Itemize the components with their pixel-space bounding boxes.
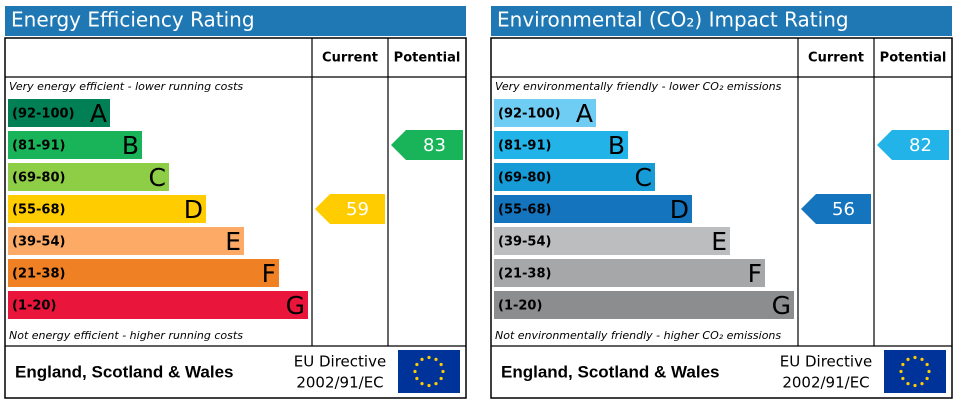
- rating-value: 56: [832, 199, 855, 220]
- band-bar: [8, 195, 206, 223]
- band-bar: [494, 259, 765, 287]
- band-bar: [494, 99, 596, 127]
- band-letter: A: [90, 99, 107, 128]
- eu-star: [434, 382, 438, 386]
- band-letter: C: [635, 163, 652, 192]
- eu-star: [901, 362, 905, 367]
- eu-star: [415, 376, 419, 381]
- rating-arrow: [315, 194, 385, 224]
- band-range: (81-91): [498, 139, 551, 154]
- eu-star: [413, 369, 417, 374]
- header: Current: [808, 51, 864, 66]
- frame: [490, 37, 953, 399]
- band-letter: D: [670, 195, 689, 224]
- eu-star: [439, 362, 443, 367]
- eu-star: [920, 357, 924, 361]
- band-bar: [8, 99, 110, 127]
- rating-arrow: [877, 130, 949, 160]
- band-range: (1-20): [12, 299, 56, 314]
- rating-arrow: [391, 130, 463, 160]
- band-range: (81-91): [12, 139, 65, 154]
- bottom-note: Not environmentally friendly - higher CO…: [495, 329, 781, 342]
- eu-star: [913, 383, 917, 388]
- band-bar: [8, 291, 308, 319]
- eu-star: [434, 357, 438, 361]
- band-letter: E: [225, 227, 241, 256]
- band-letter: E: [711, 227, 727, 256]
- header: Potential: [394, 51, 461, 66]
- band-range: (55-68): [12, 203, 65, 218]
- band-letter: G: [286, 291, 305, 320]
- eu-star: [925, 376, 929, 381]
- band-letter: F: [748, 259, 762, 288]
- directive-code: 2002/91/EC: [296, 374, 383, 392]
- eu-star: [420, 382, 424, 386]
- band-bar: [8, 163, 169, 191]
- eu-star: [927, 369, 931, 374]
- band-letter: F: [262, 259, 276, 288]
- region: England, Scotland & Wales: [501, 362, 720, 381]
- eu-star: [906, 382, 910, 386]
- directive: EU Directive: [294, 353, 386, 371]
- title-bar: [491, 6, 952, 36]
- header: Current: [322, 51, 378, 66]
- title-bar: [5, 6, 466, 36]
- eu-star: [439, 376, 443, 381]
- band-bar: [494, 131, 628, 159]
- band-letter: C: [149, 163, 166, 192]
- eu-star: [420, 357, 424, 361]
- band-range: (39-54): [12, 235, 65, 250]
- rating-value: 82: [909, 135, 932, 156]
- panel-title: Environmental (CO₂) Impact Rating: [497, 8, 849, 32]
- eu-star: [913, 355, 917, 360]
- band-range: (21-38): [12, 267, 65, 282]
- eu-star: [906, 357, 910, 361]
- eu-star: [901, 376, 905, 381]
- top-note: Very environmentally friendly - lower CO…: [495, 80, 782, 93]
- band-range: (92-100): [12, 107, 75, 122]
- eu-star: [427, 355, 431, 360]
- panel-title: Energy Efficiency Rating: [11, 8, 255, 32]
- directive-code: 2002/91/EC: [782, 374, 869, 392]
- band-range: (1-20): [498, 299, 542, 314]
- band-letter: D: [184, 195, 203, 224]
- band-letter: G: [772, 291, 791, 320]
- frame: [4, 37, 467, 399]
- band-bar: [494, 291, 794, 319]
- band-range: (39-54): [498, 235, 551, 250]
- band-bar: [494, 227, 730, 255]
- eu-star: [415, 362, 419, 367]
- band-letter: B: [122, 131, 139, 160]
- band-bar: [494, 163, 655, 191]
- rating-value: 83: [423, 135, 446, 156]
- band-letter: B: [608, 131, 625, 160]
- eu-star: [925, 362, 929, 367]
- eu-star: [899, 369, 903, 374]
- band-range: (92-100): [498, 107, 561, 122]
- band-range: (69-80): [12, 171, 65, 186]
- region: England, Scotland & Wales: [15, 362, 234, 381]
- rating-value: 59: [346, 199, 369, 220]
- rating-arrow: [801, 194, 871, 224]
- directive: EU Directive: [780, 353, 872, 371]
- eu-star: [920, 382, 924, 386]
- eu-star: [427, 383, 431, 388]
- header: Potential: [880, 51, 947, 66]
- band-bar: [8, 227, 244, 255]
- top-note: Very energy efficient - lower running co…: [9, 80, 243, 93]
- band-bar: [8, 259, 279, 287]
- band-range: (55-68): [498, 203, 551, 218]
- eu-star: [441, 369, 445, 374]
- band-letter: A: [576, 99, 593, 128]
- band-range: (69-80): [498, 171, 551, 186]
- band-bar: [494, 195, 692, 223]
- band-range: (21-38): [498, 267, 551, 282]
- bottom-note: Not energy efficient - higher running co…: [9, 329, 243, 342]
- band-bar: [8, 131, 142, 159]
